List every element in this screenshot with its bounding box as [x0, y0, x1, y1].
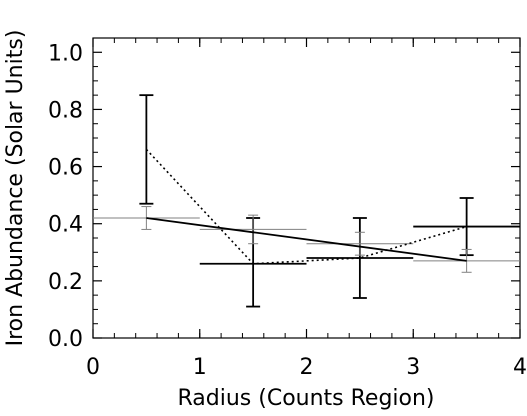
x-tick-label: 0: [86, 355, 100, 380]
y-tick-label: 0.8: [48, 98, 83, 123]
y-tick-label: 0.0: [48, 327, 83, 352]
y-tick-label: 0.2: [48, 270, 83, 295]
trend-line: [146, 217, 467, 262]
y-tick-label: 0.4: [48, 213, 83, 238]
series-layer: [93, 94, 520, 308]
y-axis-title: Iron Abundance (Solar Units): [3, 30, 28, 347]
y-tick-label: 1.0: [48, 41, 83, 66]
y-tick-label: 0.6: [48, 156, 83, 181]
axis-ticks: [92, 38, 521, 339]
x-tick-label: 2: [300, 355, 314, 380]
x-tick-label: 1: [193, 355, 207, 380]
x-tick-label: 3: [406, 355, 420, 380]
x-tick-label: 4: [513, 355, 527, 380]
dotted-connecting-line: [145, 148, 467, 265]
x-axis-title: Radius (Counts Region): [177, 386, 434, 411]
tick-labels: 0 1 2 3 4 0.0 0.2 0.4 0.6 0.8 1.0: [48, 41, 527, 380]
plot-frame: [92, 37, 521, 339]
